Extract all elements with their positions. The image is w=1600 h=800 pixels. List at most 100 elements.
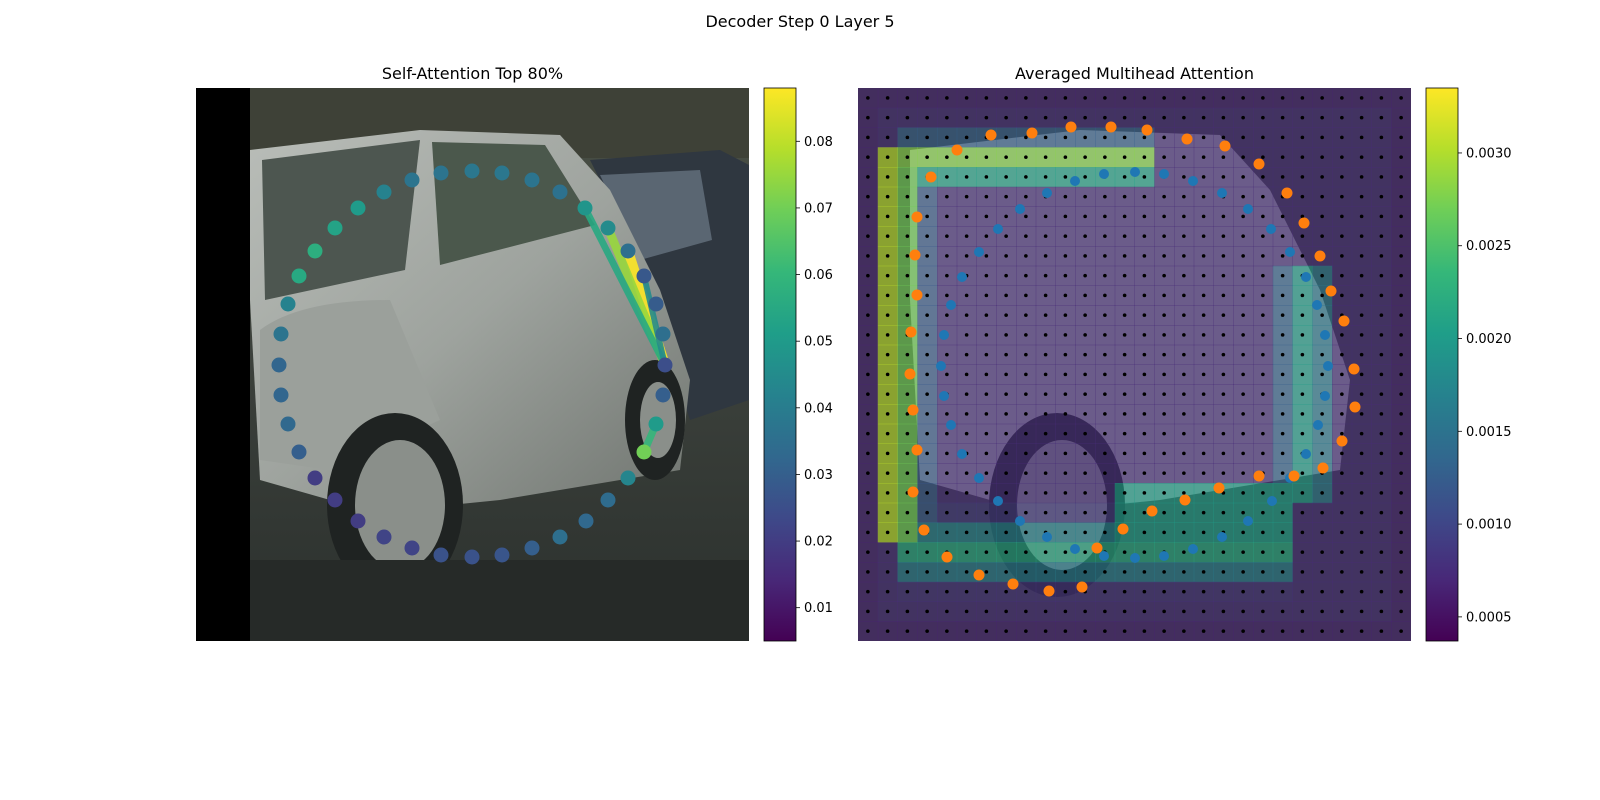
colorbar-tick-label: 0.0020: [1466, 332, 1512, 347]
blue-point: [1217, 188, 1227, 198]
attention-point: [273, 326, 289, 342]
self-attention-points: [271, 163, 673, 565]
attention-point: [648, 416, 664, 432]
attention-point: [280, 416, 296, 432]
left-colorbar: [763, 87, 797, 642]
blue-point: [1070, 176, 1080, 186]
orange-point: [1348, 363, 1360, 375]
blue-point: [1285, 247, 1295, 257]
attention-point: [524, 540, 540, 556]
attention-point: [620, 243, 636, 259]
attention-point: [657, 357, 673, 373]
attention-point: [350, 200, 366, 216]
attention-point: [404, 172, 420, 188]
blue-point: [993, 224, 1003, 234]
orange-point: [1338, 315, 1350, 327]
blue-point: [1188, 544, 1198, 554]
attention-point: [636, 444, 652, 460]
blue-point: [1015, 516, 1025, 526]
blue-point: [1243, 204, 1253, 214]
attention-point: [524, 172, 540, 188]
attention-point: [648, 296, 664, 312]
orange-point: [1141, 124, 1153, 136]
colorbar-tick-label: 0.04: [804, 401, 833, 416]
orange-point: [918, 524, 930, 536]
attention-point: [620, 470, 636, 486]
blue-point: [1042, 188, 1052, 198]
blue-point: [1320, 330, 1330, 340]
colorbar-tick-label: 0.05: [804, 335, 833, 350]
attention-point: [433, 547, 449, 563]
blue-point: [1301, 272, 1311, 282]
figure-title: Decoder Step 0 Layer 5: [705, 12, 895, 31]
colorbar-tick-label: 0.03: [804, 468, 833, 483]
attention-point: [376, 184, 392, 200]
orange-point: [907, 404, 919, 416]
right-colorbar-ticks: 0.0005 0.0010 0.0015 0.0020 0.0025 0.0030: [1458, 146, 1512, 625]
orange-point: [909, 249, 921, 261]
blue-point: [1301, 449, 1311, 459]
colorbar-tick-label: 0.08: [804, 135, 833, 150]
orange-point: [1146, 505, 1158, 517]
orange-point: [905, 326, 917, 338]
left-car-photo: [196, 88, 749, 641]
colorbar-tick-label: 0.0015: [1466, 425, 1512, 440]
attention-point: [271, 357, 287, 373]
orange-point: [1076, 581, 1088, 593]
orange-point: [973, 569, 985, 581]
left-panel-title: Self-Attention Top 80%: [381, 64, 564, 83]
attention-point: [307, 470, 323, 486]
colorbar-tick-label: 0.0025: [1466, 239, 1512, 254]
blue-point: [1266, 224, 1276, 234]
blue-point: [1099, 551, 1109, 561]
orange-point: [911, 444, 923, 456]
attention-point: [578, 513, 594, 529]
blue-point: [974, 247, 984, 257]
blue-point: [1312, 300, 1322, 310]
orange-point: [1253, 158, 1265, 170]
blue-point: [1323, 361, 1333, 371]
attention-point: [600, 220, 616, 236]
blue-point: [1070, 544, 1080, 554]
orange-point: [1043, 585, 1055, 597]
blue-point: [1130, 167, 1140, 177]
attention-line: [641, 273, 668, 368]
attention-point: [464, 549, 480, 565]
attention-point: [291, 268, 307, 284]
blue-point: [1217, 532, 1227, 542]
orange-point: [1007, 578, 1019, 590]
colorbar-tick-label: 0.06: [804, 268, 833, 283]
colorbar-tick-label: 0.01: [804, 601, 833, 616]
attention-point: [327, 220, 343, 236]
blue-point: [1267, 496, 1277, 506]
blue-point: [1042, 532, 1052, 542]
orange-point: [911, 211, 923, 223]
orange-point: [1281, 187, 1293, 199]
attention-point: [273, 387, 289, 403]
orange-point: [911, 289, 923, 301]
right-colorbar: [1425, 87, 1459, 642]
orange-point: [941, 551, 953, 563]
orange-point: [1325, 285, 1337, 297]
colorbar-tick-label: 0.07: [804, 201, 833, 216]
left-colorbar-ticks: 0.01 0.02 0.03 0.04 0.05 0.06 0.07 0.08: [796, 135, 833, 616]
attention-point: [552, 184, 568, 200]
attention-point: [577, 200, 593, 216]
orange-point: [1336, 435, 1348, 447]
orange-point: [1117, 523, 1129, 535]
colorbar-tick-label: 0.0030: [1466, 146, 1512, 161]
orange-point: [1314, 250, 1326, 262]
orange-point: [1065, 121, 1077, 133]
orange-point: [1298, 217, 1310, 229]
orange-point: [1091, 542, 1103, 554]
orange-point: [1181, 133, 1193, 145]
orange-point: [1179, 494, 1191, 506]
attention-point: [494, 165, 510, 181]
attention-point: [552, 529, 568, 545]
attention-point: [433, 165, 449, 181]
blue-point: [1188, 176, 1198, 186]
blue-point: [974, 473, 984, 483]
colorbar-tick-label: 0.02: [804, 535, 833, 550]
orange-point: [1349, 401, 1361, 413]
